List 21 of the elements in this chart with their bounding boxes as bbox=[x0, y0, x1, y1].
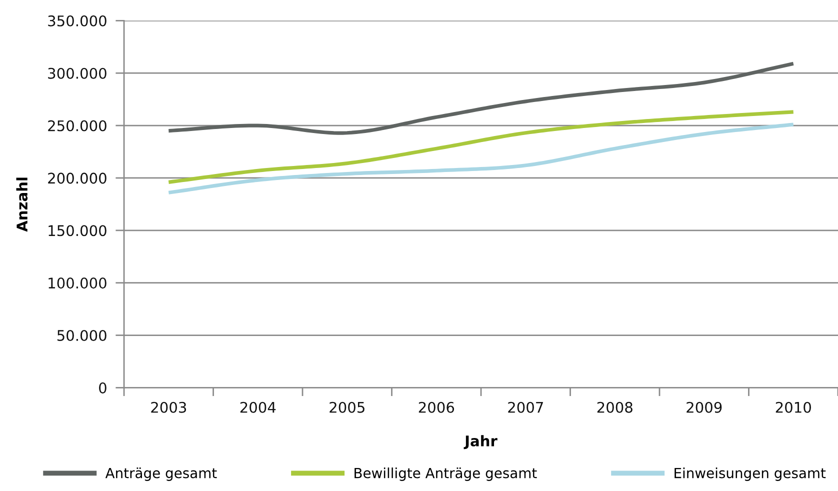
y-tick-label: 100.000 bbox=[48, 278, 106, 289]
x-tick-label: 2005 bbox=[330, 402, 364, 413]
x-tick-label: 2007 bbox=[508, 402, 543, 413]
x-tick-label: 2008 bbox=[597, 402, 632, 413]
y-axis-title: Anzahl bbox=[16, 178, 28, 232]
x-tick-label: 2006 bbox=[418, 402, 454, 413]
x-tick-label: 2010 bbox=[776, 402, 811, 413]
y-tick-label: 300.000 bbox=[48, 68, 106, 79]
y-tick-label: 150.000 bbox=[48, 225, 106, 236]
legend-label: Bewilligte Anträge gesamt bbox=[354, 468, 537, 481]
legend-label: Anträge gesamt bbox=[105, 468, 217, 481]
y-tick-label: 200.000 bbox=[48, 172, 106, 184]
y-tick-label: 250.000 bbox=[48, 120, 106, 132]
y-tick-label: 0 bbox=[99, 382, 106, 394]
y-tick-label: 350.000 bbox=[48, 15, 106, 26]
legend-label: Einweisungen gesamt bbox=[674, 468, 826, 481]
x-tick-label: 2009 bbox=[686, 402, 722, 413]
x-axis-title: Jahr bbox=[464, 435, 498, 450]
x-tick-label: 2003 bbox=[151, 402, 186, 413]
y-tick-label: 50.000 bbox=[57, 330, 106, 342]
x-tick-label: 2004 bbox=[240, 402, 276, 413]
